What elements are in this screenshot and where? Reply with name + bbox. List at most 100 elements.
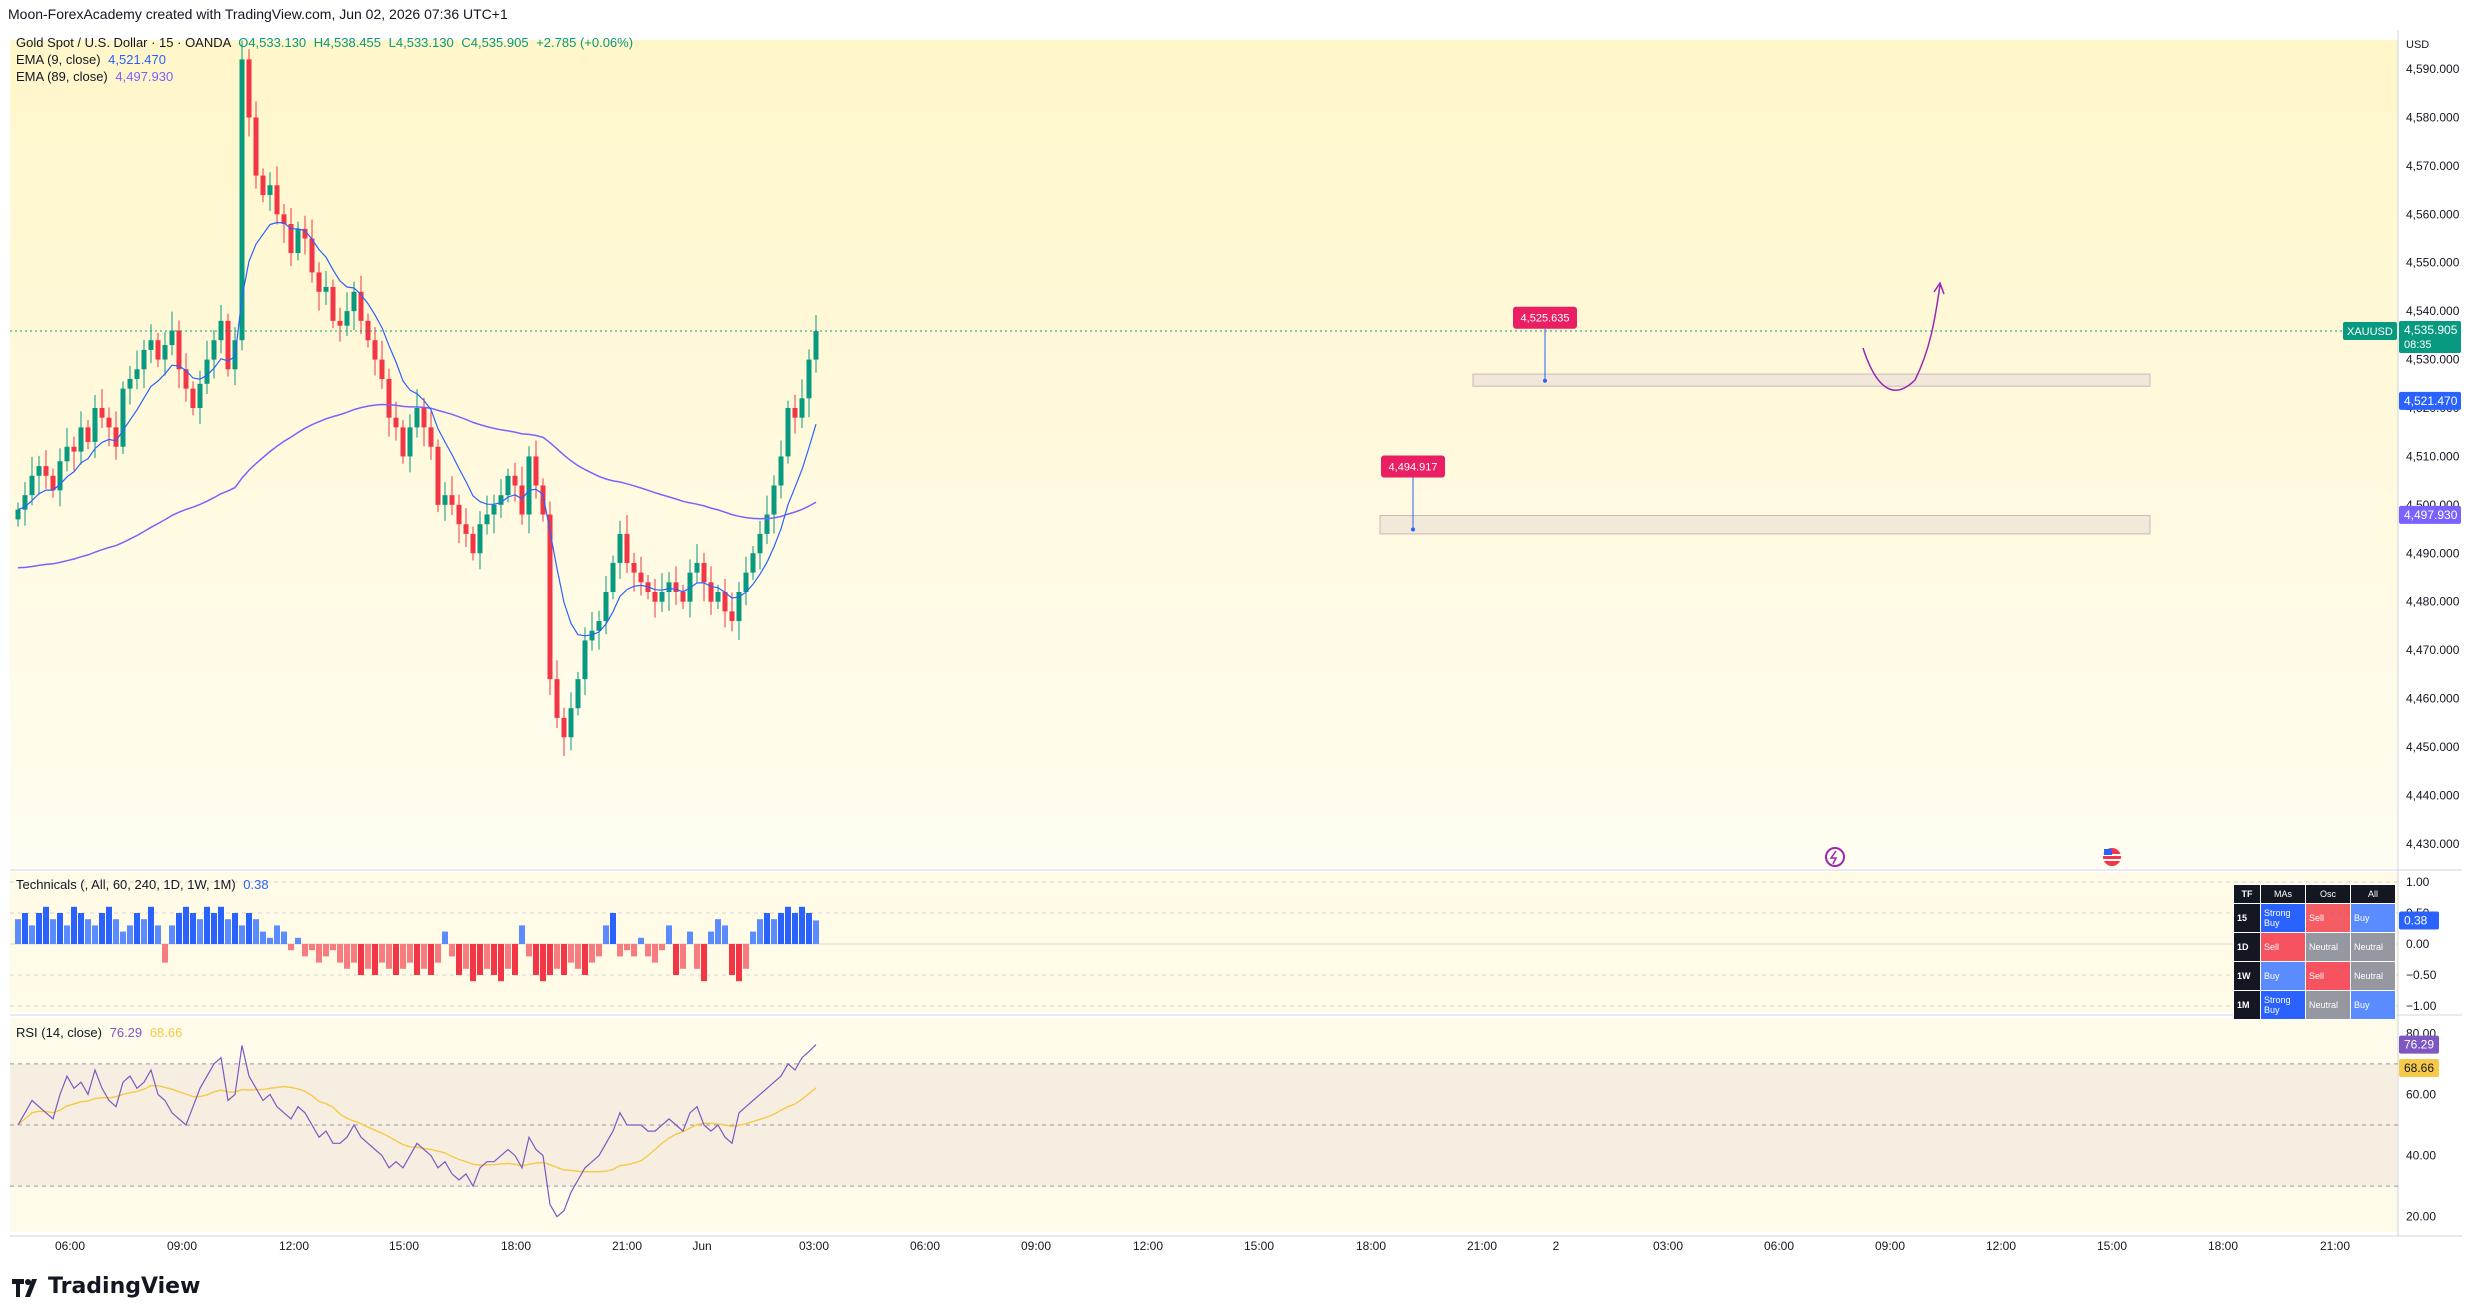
technicals-bar — [372, 944, 378, 975]
projection-arrowhead — [1933, 281, 1945, 295]
candle-body — [470, 533, 476, 554]
time-tick-label: 09:00 — [1021, 1239, 1051, 1253]
price-tick-label: 4,560.000 — [2406, 207, 2460, 221]
candle-body — [106, 417, 112, 428]
candle-body — [323, 286, 329, 292]
technicals-bar — [554, 944, 560, 969]
candle-body — [302, 228, 308, 239]
price-tick-label: 4,480.000 — [2406, 595, 2460, 609]
candle-body — [617, 533, 623, 563]
time-tick-label: 06:00 — [1764, 1239, 1794, 1253]
technicals-bar — [470, 944, 476, 982]
technicals-bar — [78, 913, 84, 944]
candle-body — [785, 408, 791, 457]
technicals-bar — [323, 944, 329, 957]
technicals-bar — [120, 931, 126, 944]
price-tick-label: 4,540.000 — [2406, 304, 2460, 318]
technicals-bar — [295, 937, 301, 944]
technicals-bar — [253, 919, 259, 944]
candle-body — [246, 59, 252, 118]
technicals-bar — [281, 931, 287, 944]
candle-body — [155, 340, 161, 360]
candle-body — [701, 562, 707, 583]
candle-body — [113, 427, 119, 447]
technicals-bar — [218, 906, 224, 944]
technicals-pane-bg — [10, 872, 2398, 1012]
candle-body — [680, 592, 686, 602]
candle-body — [92, 408, 98, 442]
technicals-bar — [288, 944, 294, 951]
candle-body — [365, 320, 371, 341]
technicals-bar — [673, 944, 679, 975]
callout-label: 4,494.917 — [1389, 461, 1438, 473]
technicals-bar — [204, 906, 210, 944]
technicals-bar — [708, 931, 714, 944]
technicals-histogram — [15, 906, 819, 982]
technicals-bar — [183, 906, 189, 944]
candle-body — [484, 514, 490, 525]
technicals-bar — [547, 944, 553, 975]
time-tick-label: 03:00 — [799, 1239, 829, 1253]
price-tick-label: 4,510.000 — [2406, 449, 2460, 463]
candle-body — [393, 417, 399, 428]
us-flag-canton — [2104, 849, 2112, 855]
technicals-bar — [596, 944, 602, 957]
technicals-bar — [526, 944, 532, 957]
candle-body — [477, 524, 483, 554]
candle-body — [134, 369, 140, 379]
rsi-tick-label: 20.00 — [2406, 1210, 2436, 1224]
symbol-name[interactable]: Gold Spot / U.S. Dollar · 15 · OANDA — [16, 35, 231, 50]
ema89-label[interactable]: EMA (89, close) — [16, 69, 108, 84]
technicals-tag: 0.38 — [2404, 913, 2428, 927]
chart-credit: Moon-ForexAcademy created with TradingVi… — [8, 6, 508, 22]
technicals-bar — [645, 944, 651, 957]
ema9-label[interactable]: EMA (9, close) — [16, 52, 101, 67]
technicals-bar — [15, 919, 21, 944]
technicals-label[interactable]: Technicals (, All, 60, 240, 1D, 1W, 1M) — [16, 877, 236, 892]
technicals-bar — [176, 913, 182, 944]
candle-body — [589, 630, 595, 641]
technicals-legend: Technicals (, All, 60, 240, 1D, 1W, 1M) … — [16, 876, 269, 893]
time-tick-label: 12:00 — [279, 1239, 309, 1253]
candle-body — [456, 504, 462, 525]
candle-body — [533, 456, 539, 486]
rsi-ma-tag-bg — [2399, 1058, 2439, 1077]
candle-body — [540, 485, 546, 515]
candle-body — [428, 427, 434, 447]
candle-body — [386, 378, 392, 418]
technicals-bar — [365, 944, 371, 969]
technicals-bar — [113, 919, 119, 944]
candle-body — [141, 349, 147, 370]
technicals-bar — [351, 944, 357, 963]
ema89-tag: 4,497.930 — [2404, 508, 2458, 522]
time-tick-label: 15:00 — [2097, 1239, 2127, 1253]
price-tick-label: 4,580.000 — [2406, 110, 2460, 124]
close-value: C4,535.905 — [461, 35, 529, 50]
candle-body — [568, 708, 574, 738]
time-tick-label: 21:00 — [2320, 1239, 2350, 1253]
technicals-bar — [589, 944, 595, 963]
time-tick-label: 18:00 — [501, 1239, 531, 1253]
technicals-bar — [680, 944, 686, 969]
technicals-bar — [99, 913, 105, 944]
technicals-tick-label: −0.50 — [2406, 968, 2437, 982]
candle-body — [379, 359, 385, 379]
candle-body — [50, 475, 56, 491]
technicals-bar — [43, 906, 49, 944]
technicals-value: 0.38 — [243, 877, 269, 892]
rsi-label[interactable]: RSI (14, close) — [16, 1025, 102, 1040]
candle-body — [183, 369, 189, 389]
tradingview-logo-icon — [12, 1278, 42, 1297]
technicals-bar — [750, 931, 756, 944]
technicals-bar — [337, 944, 343, 963]
table-row: 1D Sell Neutral Neutral — [2233, 932, 2396, 962]
technicals-bar — [743, 944, 749, 969]
symbol-tag-bg — [2343, 321, 2397, 340]
technicals-bar — [533, 944, 539, 975]
technicals-bar — [64, 925, 70, 944]
tradingview-logo[interactable]: TradingView — [12, 1274, 200, 1299]
technicals-table: TF MAs Osc All 15 Strong Buy Sell Buy 1D… — [2233, 884, 2396, 1020]
candle-body — [64, 446, 70, 462]
support-zone — [1379, 514, 2151, 535]
